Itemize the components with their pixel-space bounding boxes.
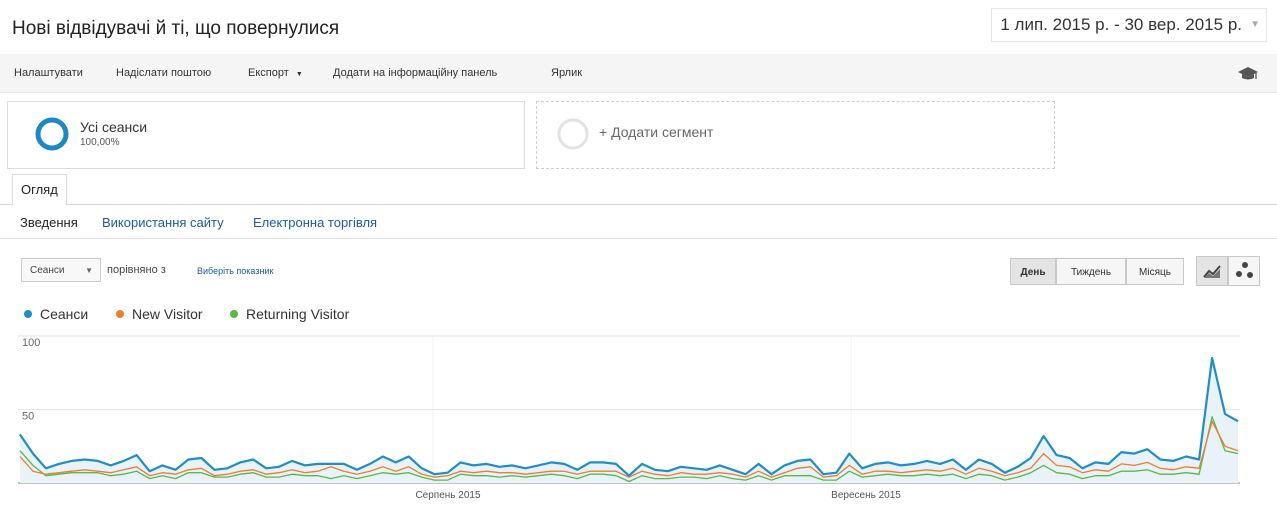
pick-metric-link[interactable]: Виберіть показник [197,266,274,276]
subnav-ecommerce[interactable]: Електронна торгівля [253,215,378,230]
series-line-sessions[interactable] [19,356,1239,477]
legend-label: Returning Visitor [246,306,350,322]
legend-returning-visitor[interactable]: Returning Visitor [230,306,349,322]
tab-divider [0,204,1277,205]
legend-new-visitor[interactable]: New Visitor [116,306,203,322]
y-tick-label: 100 [22,337,40,349]
scatter-icon [1236,262,1253,278]
segment-percent: 100,00% [80,137,120,148]
day-button[interactable]: День [1010,258,1056,285]
line-chart-view-button[interactable] [1196,256,1228,286]
metric-select-value: Сеанси [30,265,65,276]
divider [0,238,1277,239]
shortcut-button[interactable]: Ярлик [551,67,583,79]
legend-dot [230,310,238,319]
report-toolbar: Налаштувати Надіслати поштою Експорт ▼ Д… [0,54,1277,93]
month-button[interactable]: Місяць [1126,258,1184,285]
segment-all-sessions[interactable]: Усі сеанси 100,00% [7,101,525,169]
line-chart-icon [1203,265,1221,278]
subnav-summary[interactable]: Зведення [20,215,78,230]
legend-dot [116,310,124,319]
legend-sessions[interactable]: Сеанси [24,306,88,322]
series-line-returning-visitor[interactable] [19,416,1239,483]
chevron-down-icon: ▼ [295,71,303,78]
segment-name: Усі сеанси [80,119,148,135]
chevron-down-icon: ▼ [1250,19,1260,30]
date-range-picker[interactable]: 1 лип. 2015 р. - 30 вер. 2015 р. ▼ [991,8,1267,42]
add-to-dashboard-button[interactable]: Додати на інформаційну панель [333,67,498,79]
week-button[interactable]: Тиждень [1056,258,1126,285]
series-line-new-visitor[interactable] [19,420,1239,478]
compare-label: порівняно з [107,264,166,276]
y-tick-label: 50 [22,411,34,423]
legend-dot [24,310,32,319]
add-segment-card[interactable]: + Додати сегмент [536,101,1055,169]
x-tick-label: Серпень 2015 [415,490,481,501]
page-title: Нові відвідувачі й ті, що повернулися [12,18,340,39]
customize-button[interactable]: Налаштувати [14,67,83,79]
add-segment-label: + Додати сегмент [599,124,714,140]
export-label: Експорт [248,67,289,79]
sessions-line-chart[interactable]: 100 50 Серпень 2015 Вересень 2015 [18,328,1243,506]
x-tick-label: Вересень 2015 [831,490,901,501]
date-range-label: 1 лип. 2015 р. - 30 вер. 2015 р. [1000,15,1242,34]
export-button[interactable]: Експорт ▼ [248,67,303,79]
chevron-down-icon: ▼ [85,266,93,275]
tab-overview[interactable]: Огляд [12,174,67,206]
segment-donut-icon [35,117,69,151]
legend-label: Сеанси [40,306,89,322]
metric-select[interactable]: Сеанси ▼ [21,258,101,282]
empty-segment-icon [557,118,589,150]
scatter-view-button[interactable] [1228,256,1260,286]
graduation-cap-icon[interactable] [1237,66,1259,82]
subnav-site-usage[interactable]: Використання сайту [102,215,224,230]
email-button[interactable]: Надіслати поштою [116,67,212,79]
legend-label: New Visitor [132,306,203,322]
